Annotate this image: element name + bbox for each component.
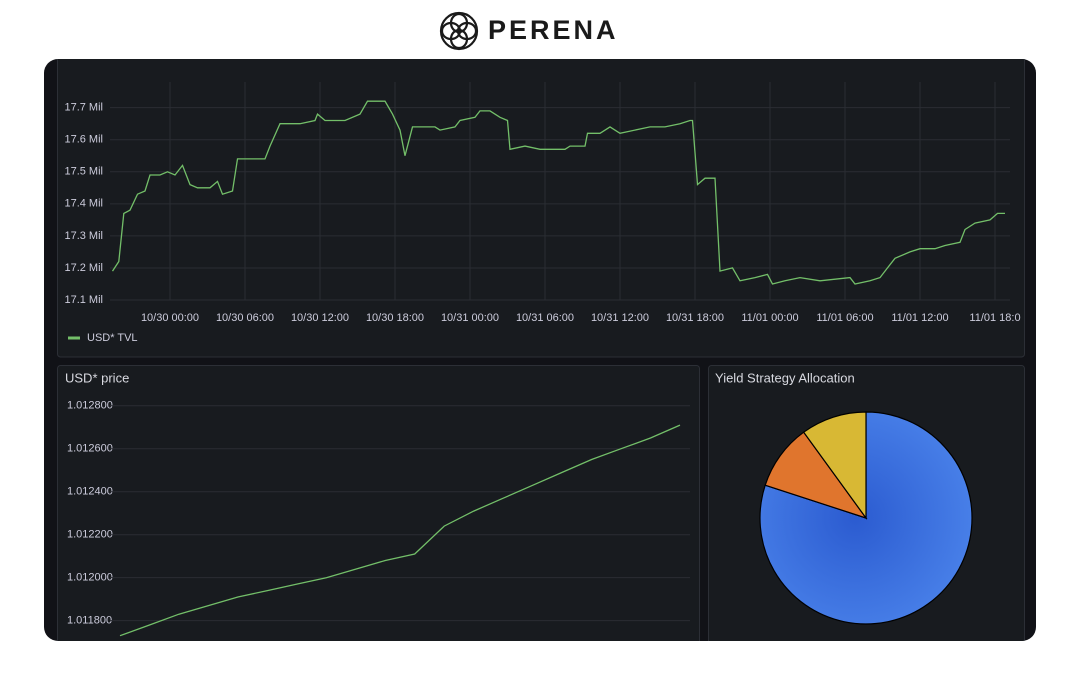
x-tick-label: 11/01 18:0 [969,312,1020,324]
dashboard: 17.1 Mil 17.2 Mil 17.3 Mil 17.4 Mil 17.5 Mil… [44,59,1036,641]
y-tick-label: 1.011800 [67,615,112,627]
x-tick-label: 10/31 00:00 [441,312,499,324]
logo-text: PERENA [488,15,619,45]
y-tick-label: 17.7 Mil [64,102,103,114]
x-tick-label: 11/01 00:00 [741,312,798,324]
y-tick-label: 1.012400 [67,486,113,498]
pie-slice [802,411,867,520]
y-tick-label: 1.012600 [67,443,113,455]
x-tick-label: 10/30 12:00 [291,312,349,324]
x-tick-label: 10/31 18:00 [666,312,724,324]
x-tick-label: 10/31 06:00 [516,312,574,324]
y-tick-label: 1.012200 [67,529,113,541]
panel-title: USD* price [65,370,129,385]
y-tick-label: 1.012000 [67,572,113,584]
x-tick-label: 10/30 06:00 [216,312,274,324]
y-tick-label: 17.3 Mil [64,230,103,242]
pie-slice [759,411,973,625]
x-tick-label: 10/31 12:00 [591,312,649,324]
series-line [111,100,1005,285]
logo-icon [439,11,479,51]
y-tick-label: 17.2 Mil [64,262,103,274]
series-line [119,424,681,637]
x-tick-label: 11/01 06:00 [816,312,873,324]
x-tick-label: 11/01 12:00 [891,312,948,324]
x-tick-label: 10/30 18:00 [366,312,424,324]
y-tick-label: 17.4 Mil [64,198,103,210]
legend-label: USD* TVL [87,332,138,344]
x-tick-label: 10/30 00:00 [141,312,199,324]
panel-title: Yield Strategy Allocation [715,370,855,385]
panel [57,365,700,641]
y-tick-label: 1.012800 [67,400,113,412]
y-tick-label: 17.5 Mil [64,166,103,178]
y-tick-label: 17.6 Mil [64,134,103,146]
y-tick-label: 17.1 Mil [64,294,103,306]
